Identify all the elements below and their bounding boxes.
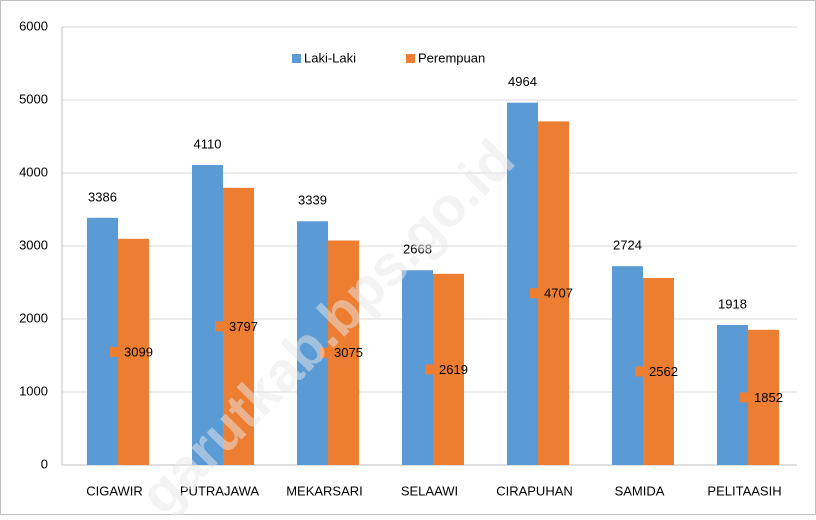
bar [223, 187, 254, 465]
bar [328, 240, 359, 465]
data-label: 3339 [298, 193, 327, 208]
label-marker [425, 364, 435, 375]
bar [612, 266, 643, 465]
data-label: 4964 [508, 74, 537, 89]
data-label: 4707 [544, 286, 573, 301]
y-tick-label: 2000 [19, 310, 48, 325]
legend-label: Laki-Laki [304, 50, 356, 65]
x-tick-label: MEKARSARI [286, 483, 363, 498]
bar [748, 329, 779, 465]
label-marker [215, 321, 225, 332]
data-label: 1918 [718, 296, 747, 311]
y-tick-label: 1000 [19, 383, 48, 398]
data-label: 1852 [754, 390, 783, 405]
data-label: 2724 [613, 238, 642, 253]
data-label: 2619 [439, 362, 468, 377]
data-label: 4110 [194, 136, 222, 151]
y-tick-label: 4000 [19, 164, 48, 179]
bar [192, 164, 223, 465]
data-label: 2668 [403, 242, 432, 257]
label-marker [740, 392, 750, 403]
data-label: 3099 [124, 344, 153, 359]
x-tick-label: PELITAASIH [707, 483, 781, 498]
data-label: 3797 [229, 319, 258, 334]
x-tick-label: CIGAWIR [86, 483, 143, 498]
y-tick-label: 0 [41, 456, 48, 471]
bar [538, 121, 569, 465]
x-tick-label: SAMIDA [615, 483, 665, 498]
bar [297, 221, 328, 465]
y-tick-label: 3000 [19, 237, 48, 252]
legend-swatch [406, 54, 415, 63]
x-tick-label: SELAAWI [401, 483, 458, 498]
label-marker [320, 347, 330, 358]
label-marker [530, 288, 540, 299]
label-marker [635, 366, 645, 377]
x-tick-label: CIRAPUHAN [496, 483, 573, 498]
data-label: 3075 [334, 345, 363, 360]
bar [118, 238, 149, 465]
data-label: 2562 [649, 364, 678, 379]
bar [643, 277, 674, 465]
data-label: 3386 [88, 189, 117, 204]
y-tick-label: 5000 [19, 91, 48, 106]
legend-swatch [292, 54, 301, 63]
legend-label: Perempuan [418, 50, 485, 65]
bar [433, 273, 464, 465]
label-marker [110, 346, 120, 357]
x-tick-label: PUTRAJAWA [180, 483, 260, 498]
y-tick-label: 6000 [19, 18, 48, 33]
bar [507, 102, 538, 466]
bar [87, 217, 118, 465]
